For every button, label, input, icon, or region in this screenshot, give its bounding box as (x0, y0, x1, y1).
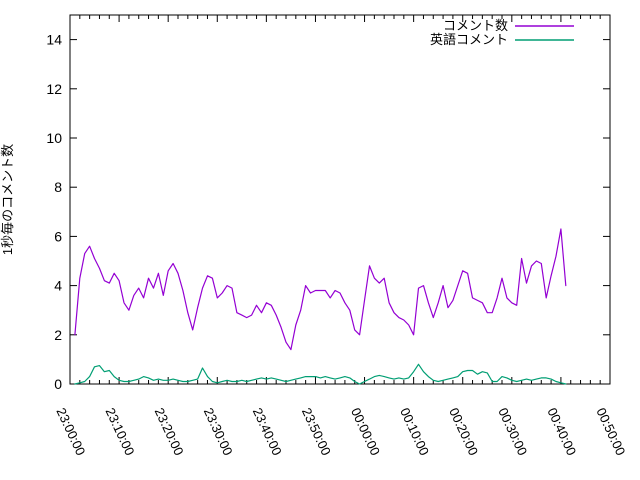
x-tick-label: 00:20:00 (446, 405, 481, 457)
series-line-comments-per-second (74, 228, 567, 351)
y-tick-label: 2 (54, 327, 62, 343)
legend-label-english-comments-per-second: 英語コメント (430, 32, 508, 47)
x-tick-label: 00:10:00 (397, 405, 432, 457)
x-tick-label: 23:50:00 (299, 405, 334, 457)
series-line-english-comments-per-second (74, 363, 567, 385)
x-tick-label: 23:30:00 (201, 405, 236, 457)
x-tick-label: 00:30:00 (495, 405, 530, 457)
legend-label-comments-per-second: コメント数 (443, 18, 508, 33)
y-axis-title: 1秒毎のコメント数 (0, 144, 15, 255)
y-tick-label: 4 (54, 278, 62, 294)
x-tick-label: 23:40:00 (250, 405, 285, 457)
y-tick-label: 0 (54, 376, 62, 392)
x-tick-label: 00:50:00 (593, 405, 628, 457)
x-tick-label: 00:00:00 (348, 405, 383, 457)
plot-border (69, 14, 611, 385)
y-tick-label: 10 (46, 130, 62, 146)
x-tick-label: 23:10:00 (103, 405, 138, 457)
x-tick-label: 23:20:00 (152, 405, 187, 457)
y-tick-label: 6 (54, 228, 62, 244)
y-tick-label: 14 (46, 32, 62, 48)
y-tick-label: 12 (46, 81, 62, 97)
y-tick-label: 8 (54, 179, 62, 195)
x-tick-label: 23:00:00 (53, 405, 88, 457)
x-tick-label: 00:40:00 (544, 405, 579, 457)
